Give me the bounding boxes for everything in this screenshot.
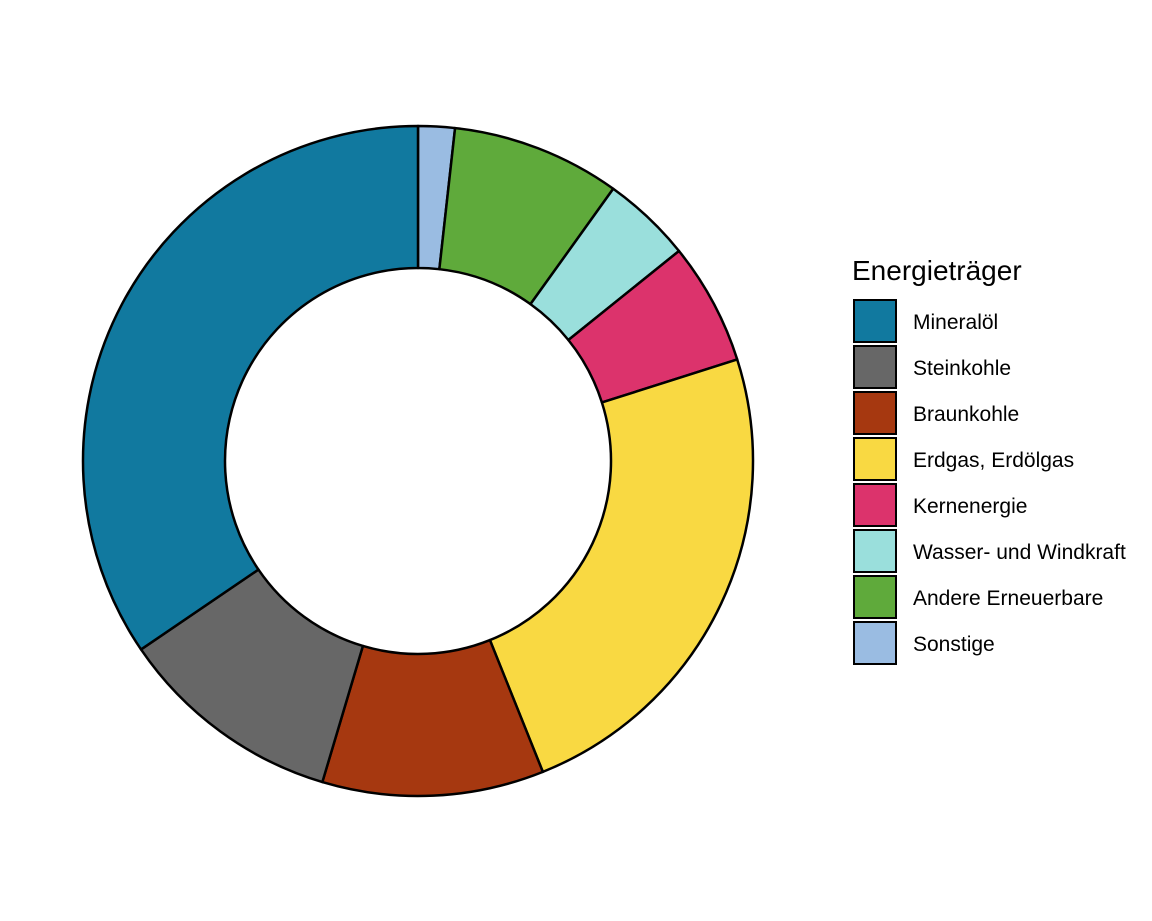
legend-key: [853, 529, 897, 573]
legend-label: Steinkohle: [913, 357, 1011, 380]
legend-key: [853, 575, 897, 619]
legend-key: [853, 483, 897, 527]
donut-slices: [81, 124, 755, 798]
legend: Energieträger Mineralöl Steinkohle Braunko…: [852, 255, 1126, 665]
legend-label: Andere Erneuerbare: [913, 587, 1103, 610]
legend-key: [853, 345, 897, 389]
legend-title: Energieträger: [852, 255, 1022, 286]
legend-key: [853, 299, 897, 343]
legend-key: [853, 621, 897, 665]
legend-key: [853, 391, 897, 435]
legend-label: Mineralöl: [913, 311, 998, 334]
legend-label: Sonstige: [913, 633, 995, 656]
legend-label: Kernenergie: [913, 495, 1027, 518]
legend-label: Wasser- und Windkraft: [913, 541, 1126, 564]
slice-mineralöl: [81, 124, 420, 651]
legend-label: Braunkohle: [913, 403, 1019, 426]
legend-key: [853, 437, 897, 481]
legend-label: Erdgas, Erdölgas: [913, 449, 1074, 472]
slice-erdgas-erdölgas: [488, 358, 755, 774]
